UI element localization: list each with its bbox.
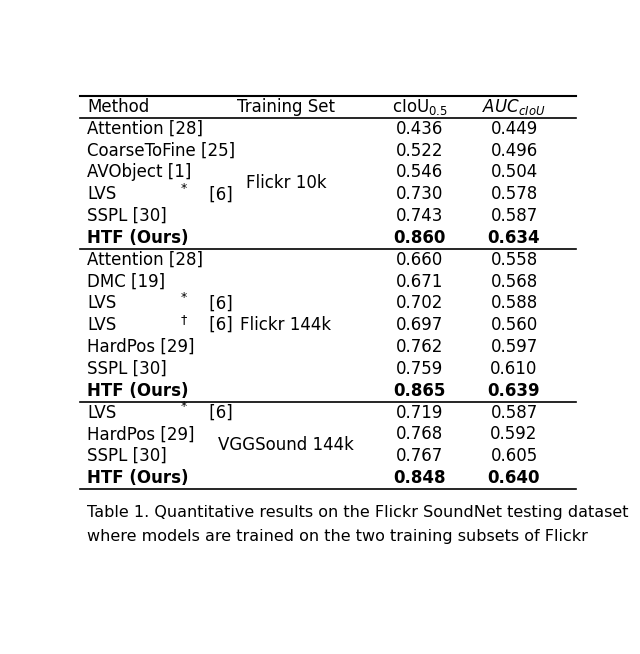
Text: 0.610: 0.610 <box>490 360 538 378</box>
Text: 0.768: 0.768 <box>396 425 444 443</box>
Text: 0.702: 0.702 <box>396 294 444 313</box>
Text: 0.560: 0.560 <box>490 317 538 334</box>
Text: 0.730: 0.730 <box>396 185 444 203</box>
Text: SSPL [30]: SSPL [30] <box>88 360 167 378</box>
Text: HTF (Ours): HTF (Ours) <box>88 382 189 400</box>
Text: 0.588: 0.588 <box>490 294 538 313</box>
Text: 0.767: 0.767 <box>396 447 444 465</box>
Text: Attention [28]: Attention [28] <box>88 120 204 138</box>
Text: *: * <box>180 400 186 413</box>
Text: VGGSound 144k: VGGSound 144k <box>218 436 354 455</box>
Text: DMC [19]: DMC [19] <box>88 273 166 290</box>
Text: 0.660: 0.660 <box>396 250 444 269</box>
Text: [6]: [6] <box>204 294 232 313</box>
Text: 0.640: 0.640 <box>488 469 540 487</box>
Text: CoarseToFine [25]: CoarseToFine [25] <box>88 142 236 160</box>
Text: 0.597: 0.597 <box>490 338 538 356</box>
Text: 0.639: 0.639 <box>488 382 540 400</box>
Text: 0.860: 0.860 <box>394 229 446 247</box>
Text: 0.762: 0.762 <box>396 338 444 356</box>
Text: Training Set: Training Set <box>237 98 335 116</box>
Text: Table 1. Quantitative results on the Flickr SoundNet testing dataset: Table 1. Quantitative results on the Fli… <box>88 505 629 520</box>
Text: Flickr 144k: Flickr 144k <box>240 317 332 334</box>
Text: 0.848: 0.848 <box>394 469 446 487</box>
Text: LVS: LVS <box>88 185 116 203</box>
Text: 0.436: 0.436 <box>396 120 444 138</box>
Text: 0.522: 0.522 <box>396 142 444 160</box>
Text: Method: Method <box>88 98 150 116</box>
Text: 0.496: 0.496 <box>490 142 538 160</box>
Text: 0.634: 0.634 <box>488 229 540 247</box>
Text: LVS: LVS <box>88 294 116 313</box>
Text: *: * <box>180 291 186 304</box>
Text: SSPL [30]: SSPL [30] <box>88 207 167 225</box>
Text: Attention [28]: Attention [28] <box>88 250 204 269</box>
Text: AVObject [1]: AVObject [1] <box>88 164 192 181</box>
Text: Flickr 10k: Flickr 10k <box>246 175 326 192</box>
Text: LVS: LVS <box>88 317 116 334</box>
Text: cIoU$_{0.5}$: cIoU$_{0.5}$ <box>392 97 448 117</box>
Text: AUC$_{\mathit{cIoU}}$: AUC$_{\mathit{cIoU}}$ <box>483 97 546 117</box>
Text: 0.587: 0.587 <box>490 207 538 225</box>
Text: 0.558: 0.558 <box>490 250 538 269</box>
Text: 0.743: 0.743 <box>396 207 444 225</box>
Text: 0.504: 0.504 <box>490 164 538 181</box>
Text: 0.449: 0.449 <box>490 120 538 138</box>
Text: SSPL [30]: SSPL [30] <box>88 447 167 465</box>
Text: HardPos [29]: HardPos [29] <box>88 338 195 356</box>
Text: 0.546: 0.546 <box>396 164 444 181</box>
Text: LVS: LVS <box>88 404 116 422</box>
Text: 0.578: 0.578 <box>490 185 538 203</box>
Text: 0.592: 0.592 <box>490 425 538 443</box>
Text: HTF (Ours): HTF (Ours) <box>88 469 189 487</box>
Text: 0.697: 0.697 <box>396 317 444 334</box>
Text: 0.865: 0.865 <box>394 382 446 400</box>
Text: [6]: [6] <box>204 404 232 422</box>
Text: 0.759: 0.759 <box>396 360 444 378</box>
Text: 0.719: 0.719 <box>396 404 444 422</box>
Text: 0.671: 0.671 <box>396 273 444 290</box>
Text: 0.605: 0.605 <box>490 447 538 465</box>
Text: †: † <box>180 313 187 326</box>
Text: 0.587: 0.587 <box>490 404 538 422</box>
Text: where models are trained on the two training subsets of Flickr: where models are trained on the two trai… <box>88 529 588 544</box>
Text: [6]: [6] <box>204 185 232 203</box>
Text: [6]: [6] <box>204 317 232 334</box>
Text: HardPos [29]: HardPos [29] <box>88 425 195 443</box>
Text: HTF (Ours): HTF (Ours) <box>88 229 189 247</box>
Text: *: * <box>180 182 186 195</box>
Text: 0.568: 0.568 <box>490 273 538 290</box>
